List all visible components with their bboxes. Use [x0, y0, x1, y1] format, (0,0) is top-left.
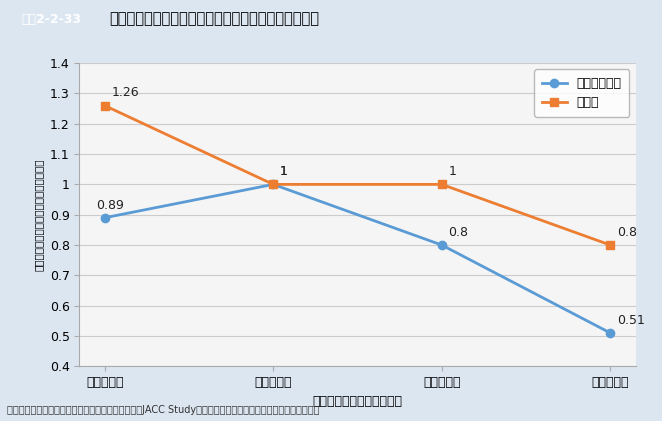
Text: 0.8: 0.8: [448, 226, 469, 239]
Text: 1: 1: [280, 165, 288, 179]
Text: 0.51: 0.51: [617, 314, 645, 327]
Text: 0.8: 0.8: [617, 226, 637, 239]
Y-axis label: （１～２時間を１とした場合の死亡率）: （１～２時間を１とした場合の死亡率）: [34, 158, 44, 271]
Text: 図表2-2-33: 図表2-2-33: [21, 13, 81, 27]
Text: 1.26: 1.26: [111, 86, 139, 99]
Text: 0.89: 0.89: [96, 199, 124, 212]
Text: １週間のスポーツ時間と循環器疾病による死亡の関係: １週間のスポーツ時間と循環器疾病による死亡の関係: [109, 11, 319, 27]
Legend: 虚血性心疾患, 脳梗塞: 虚血性心疾患, 脳梗塞: [534, 69, 630, 117]
X-axis label: （１週間のスポーツ時間）: （１週間のスポーツ時間）: [312, 394, 402, 408]
Text: 資料：文部科学省科学研究費大規模コホート研究（JACC Study）「運動と循環器疾患死亡」（野田博之）より: 資料：文部科学省科学研究費大規模コホート研究（JACC Study）「運動と循環…: [7, 405, 319, 415]
Text: 1: 1: [280, 165, 288, 179]
Text: 1: 1: [448, 165, 456, 179]
